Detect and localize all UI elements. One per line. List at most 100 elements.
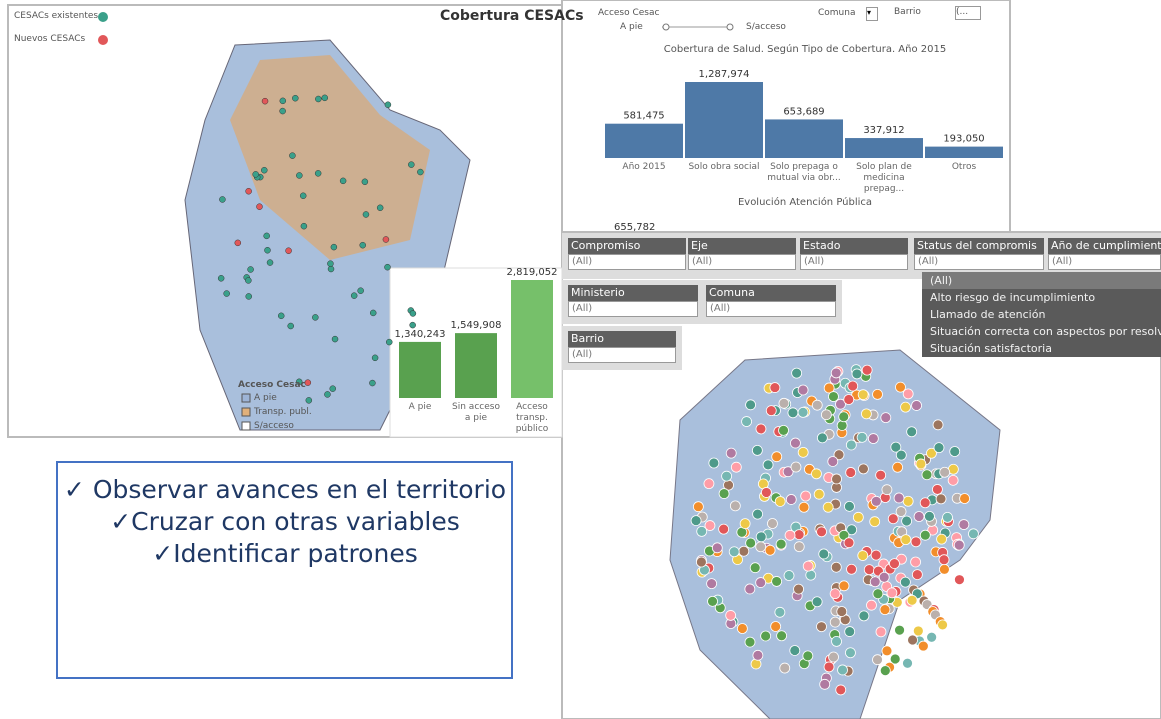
map-dot [820,409,832,421]
value-label: 1,549,908 [451,320,502,331]
map-dot [893,492,905,504]
map-dot [829,588,841,600]
map-dot [774,496,786,507]
map-dot [968,528,979,540]
map-dot [741,416,752,427]
dropdown-option[interactable]: Situación satisfactoria [922,340,1161,357]
dropdown-option[interactable]: Llamado de atención [922,306,1161,323]
map-dot [314,170,322,177]
map-dot [906,426,918,438]
map-dot [234,239,242,247]
map-dot [721,470,733,482]
map-dot [921,469,933,481]
map-dot [744,636,756,648]
map-dot [745,399,756,411]
value-label: 337,912 [863,125,904,136]
filter-dropdown[interactable]: (All) [914,254,1044,270]
slider-label: A pie [620,22,643,32]
map-dot [793,583,804,595]
map-dot [894,624,905,636]
dropdown[interactable]: (... [955,6,981,20]
map-dot [718,488,730,499]
bar [925,146,1003,158]
map-dot [300,222,308,230]
map-dot [844,500,855,512]
map-dot [889,558,900,569]
map-dot [889,653,901,665]
map-dot [762,459,774,471]
legend-label: CESACs existentes [14,11,99,21]
filter-label: Acceso Cesac [598,8,660,18]
map-dot [857,389,869,401]
map-dot [755,577,767,588]
map-dot [912,625,924,637]
bar [399,341,441,398]
value-label: 1,340,243 [395,329,446,340]
map-dot [376,204,384,212]
filter-dropdown[interactable]: (All) [568,347,676,363]
filter-dropdown[interactable]: (All) [1048,254,1161,270]
map-dot [875,626,887,638]
map-dot [899,576,911,588]
map-dot [857,550,869,561]
bullet: ✓Cruzar con otras variables [110,507,460,536]
filter-dropdown[interactable]: (All) [568,254,686,270]
map-dot [892,461,904,473]
dropdown-option[interactable]: Alto riesgo de incumplimiento [922,289,1161,306]
map-dot [296,172,303,179]
dropdown[interactable]: ▾ [866,7,878,21]
map-dot [770,621,782,632]
map-dot [787,407,799,419]
map-dot [861,408,872,420]
map-dot [870,549,882,561]
map-dot [835,398,846,410]
map-dot [958,519,970,530]
map-dot [264,246,271,254]
map-dot [739,518,751,530]
map-dot [386,338,393,346]
map-dot [816,432,828,444]
map-dot [805,569,817,581]
map-dot [915,458,927,470]
map-dot [305,397,313,404]
map-dot [704,520,716,531]
map-dot [744,583,756,595]
map-dot [247,266,254,273]
map-dot [384,101,392,108]
filter-dropdown[interactable]: (All) [800,254,908,270]
map-dot [954,574,965,586]
dropdown-option[interactable]: Situación correcta con aspectos por reso… [922,323,1161,340]
map-dot [755,541,767,553]
filter-dropdown[interactable]: (All) [688,254,796,270]
slider-handle[interactable] [662,23,670,31]
filter-dropdown[interactable]: (All) [706,301,836,317]
slider-handle[interactable] [726,23,734,31]
bar [511,280,553,398]
dropdown-option[interactable]: (All) [922,272,1161,289]
map-dot [738,545,750,557]
legend-label: Nuevos CESACs [14,34,86,44]
map-dot [831,636,842,647]
map-dot [755,423,767,435]
map-dot [911,400,922,411]
x-tick-label: Sin acceso a pie [452,402,500,423]
map-dot [861,364,873,376]
legend-dot [98,12,108,22]
map-dot [937,619,948,631]
bar [685,82,763,158]
coverage-panel [561,0,1011,237]
map-dot [878,571,890,583]
map-dot [875,469,887,481]
map-dot [959,493,971,504]
map-dot [949,446,961,457]
map-dot [417,168,424,176]
map-dot [895,381,906,393]
x-tick-label: Solo plan de medicina prepag... [856,162,912,194]
map-dot [793,529,805,541]
map-dot [902,388,914,400]
filter-dropdown[interactable]: (All) [568,301,698,317]
map-dot [219,196,226,203]
text-box-content: ✓ Observar avances en el territorio ✓Cru… [60,474,510,570]
map-dot [764,544,776,556]
map-dot [835,684,847,696]
